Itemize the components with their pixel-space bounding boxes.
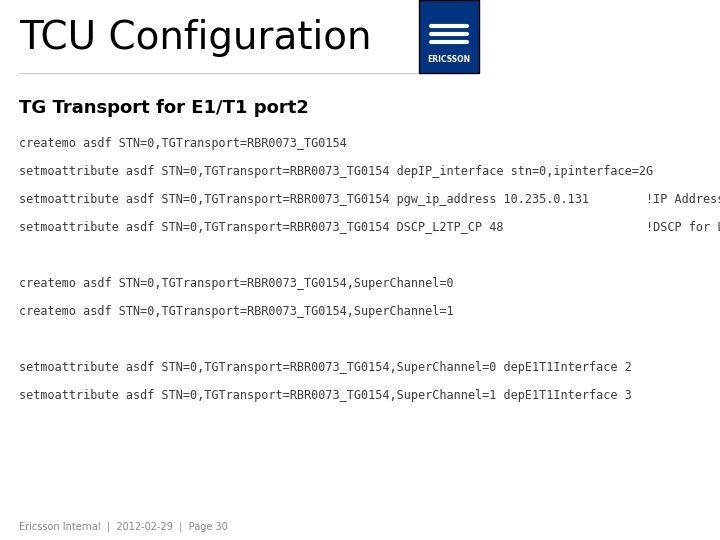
FancyBboxPatch shape [419,0,479,73]
Text: setmoattribute asdf STN=0,TGTransport=RBR0073_TG0154,SuperChannel=0 depE1T1Inter: setmoattribute asdf STN=0,TGTransport=RB… [19,361,632,374]
Text: setmoattribute asdf STN=0,TGTransport=RBR0073_TG0154 DSCP_L2TP_CP 48            : setmoattribute asdf STN=0,TGTransport=RB… [19,221,720,234]
Text: setmoattribute asdf STN=0,TGTransport=RBR0073_TG0154,SuperChannel=1 depE1T1Inter: setmoattribute asdf STN=0,TGTransport=RB… [19,389,632,402]
Text: createmo asdf STN=0,TGTransport=RBR0073_TG0154,SuperChannel=0: createmo asdf STN=0,TGTransport=RBR0073_… [19,277,454,290]
Text: ERICSSON: ERICSSON [428,55,471,64]
Text: setmoattribute asdf STN=0,TGTransport=RBR0073_TG0154 pgw_ip_address 10.235.0.131: setmoattribute asdf STN=0,TGTransport=RB… [19,193,720,206]
Text: createmo asdf STN=0,TGTransport=RBR0073_TG0154,SuperChannel=1: createmo asdf STN=0,TGTransport=RBR0073_… [19,305,454,318]
Text: TCU Configuration: TCU Configuration [19,19,372,57]
Text: setmoattribute asdf STN=0,TGTransport=RBR0073_TG0154 depIP_interface stn=0,ipint: setmoattribute asdf STN=0,TGTransport=RB… [19,165,653,178]
Text: Ericsson Internal  |  2012-02-29  |  Page 30: Ericsson Internal | 2012-02-29 | Page 30 [19,521,228,532]
Text: TG Transport for E1/T1 port2: TG Transport for E1/T1 port2 [19,99,309,117]
Text: createmo asdf STN=0,TGTransport=RBR0073_TG0154: createmo asdf STN=0,TGTransport=RBR0073_… [19,137,347,150]
